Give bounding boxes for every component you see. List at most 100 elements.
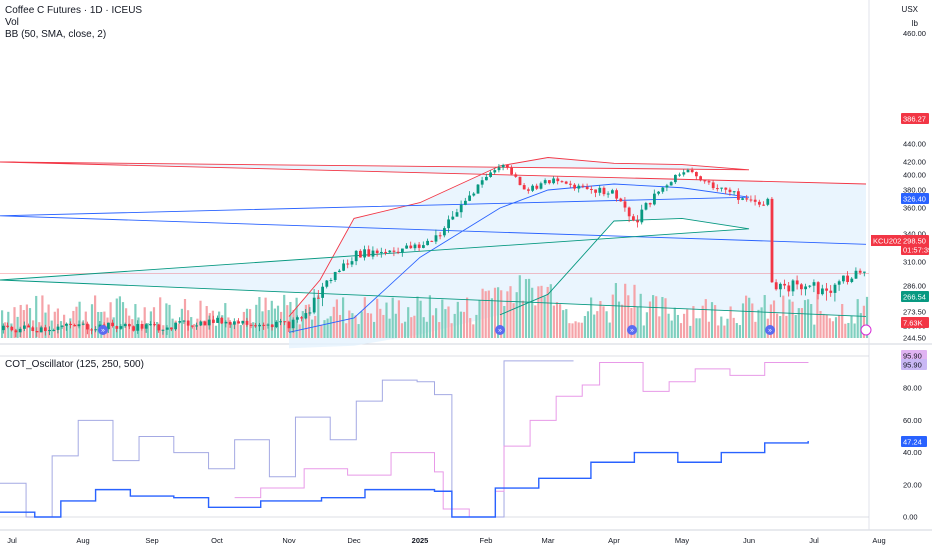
volume-bar xyxy=(391,297,394,338)
candle-body xyxy=(233,321,236,325)
dividend-marker-glyph: » xyxy=(498,327,502,335)
candle-body xyxy=(846,275,849,282)
candle-body xyxy=(854,270,858,279)
volume-bar xyxy=(645,312,648,338)
volume-bar xyxy=(230,323,233,338)
volume-bar xyxy=(856,299,859,338)
volume-bar xyxy=(97,311,100,338)
chart-legend: Coffee C Futures · 1D · ICEUS Vol BB (50… xyxy=(5,5,142,41)
candle-body xyxy=(690,169,694,173)
volume-bar xyxy=(549,284,552,338)
bollinger-middle-line xyxy=(0,183,867,333)
volume-bar xyxy=(224,303,227,338)
candle-body xyxy=(18,328,22,333)
volume-bar xyxy=(4,322,7,338)
candle-body xyxy=(619,198,623,202)
volume-bar xyxy=(639,293,642,338)
price-badge-label: 298.50 xyxy=(903,237,926,246)
time-axis-label: Jun xyxy=(743,536,755,545)
volume-bar xyxy=(664,298,667,338)
candle-body xyxy=(829,290,833,293)
bollinger-label: BB (50, SMA, close, 2) xyxy=(5,29,107,40)
candle-body xyxy=(594,189,597,193)
volume-bar xyxy=(221,315,224,338)
candle-body xyxy=(678,174,681,176)
candle-body xyxy=(128,324,131,327)
volume-bar xyxy=(134,304,137,338)
oscillator-tick-label: 0.00 xyxy=(903,513,918,522)
volume-bar xyxy=(614,283,617,338)
volume-bar xyxy=(652,295,655,338)
volume-bar xyxy=(286,305,289,338)
volume-bar xyxy=(552,305,555,338)
volume-bar xyxy=(252,322,255,338)
volume-bar xyxy=(754,321,757,338)
volume-bar xyxy=(748,297,751,338)
volume-bar xyxy=(400,323,404,338)
volume-bar xyxy=(493,287,497,338)
candle-body xyxy=(422,245,425,248)
candle-body xyxy=(283,321,287,323)
volume-bar xyxy=(503,305,506,338)
candle-body xyxy=(665,185,669,188)
candle-body xyxy=(94,329,98,331)
volume-bar xyxy=(726,318,729,338)
volume-bar xyxy=(81,321,84,338)
time-axis-label: Apr xyxy=(608,536,620,545)
volume-bar xyxy=(348,310,351,338)
volume-bar xyxy=(537,286,540,338)
volume-bar xyxy=(741,303,745,338)
volume-bar xyxy=(528,278,531,338)
candle-body xyxy=(392,250,396,252)
volume-bar xyxy=(270,300,273,338)
volume-bar xyxy=(438,322,441,338)
volume-bar xyxy=(466,297,469,338)
volume-bar xyxy=(307,304,311,338)
candle-body xyxy=(552,178,555,184)
volume-bar xyxy=(159,297,162,338)
dividend-marker-icon xyxy=(98,325,108,335)
volume-bar xyxy=(373,321,376,338)
candle-body xyxy=(342,263,345,271)
candle-body xyxy=(514,174,518,177)
candle-body xyxy=(707,181,711,183)
candle-body xyxy=(228,321,232,325)
candle-body xyxy=(749,199,753,201)
candle-body xyxy=(711,182,715,189)
price-tick-label: 380.00 xyxy=(903,186,926,195)
candle-body xyxy=(73,325,77,327)
volume-bar xyxy=(701,305,704,338)
candle-body xyxy=(346,263,350,265)
volume-bar xyxy=(50,320,53,338)
candle-body xyxy=(669,182,673,186)
volume-bar xyxy=(397,300,400,338)
volume-bar xyxy=(555,302,559,338)
volume-bar xyxy=(320,324,323,338)
candle-body xyxy=(800,284,803,290)
volume-bar xyxy=(323,320,326,338)
price-tick-label: 420.00 xyxy=(903,158,926,167)
volume-bar xyxy=(22,310,25,338)
volume-bar xyxy=(202,320,205,338)
candle-body xyxy=(556,178,560,182)
volume-label: Vol xyxy=(5,17,19,28)
candle-body xyxy=(459,204,463,213)
volume-bar xyxy=(816,294,819,338)
candle-body xyxy=(850,278,854,282)
dividend-marker-icon xyxy=(627,325,637,335)
candle-body xyxy=(380,251,383,254)
symbol-title: Coffee C Futures · 1D · ICEUS xyxy=(5,5,143,16)
candle-body xyxy=(405,245,408,249)
candles xyxy=(2,163,866,338)
candle-body xyxy=(720,187,723,189)
volume-bar xyxy=(853,323,856,338)
candle-body xyxy=(770,198,774,283)
price-badge xyxy=(901,317,929,328)
volume-bar xyxy=(249,309,252,338)
candle-body xyxy=(493,170,497,173)
volume-bar xyxy=(710,302,714,338)
oscillator-series-line xyxy=(0,440,809,518)
volume-bar xyxy=(441,299,444,338)
candle-body xyxy=(762,204,765,206)
